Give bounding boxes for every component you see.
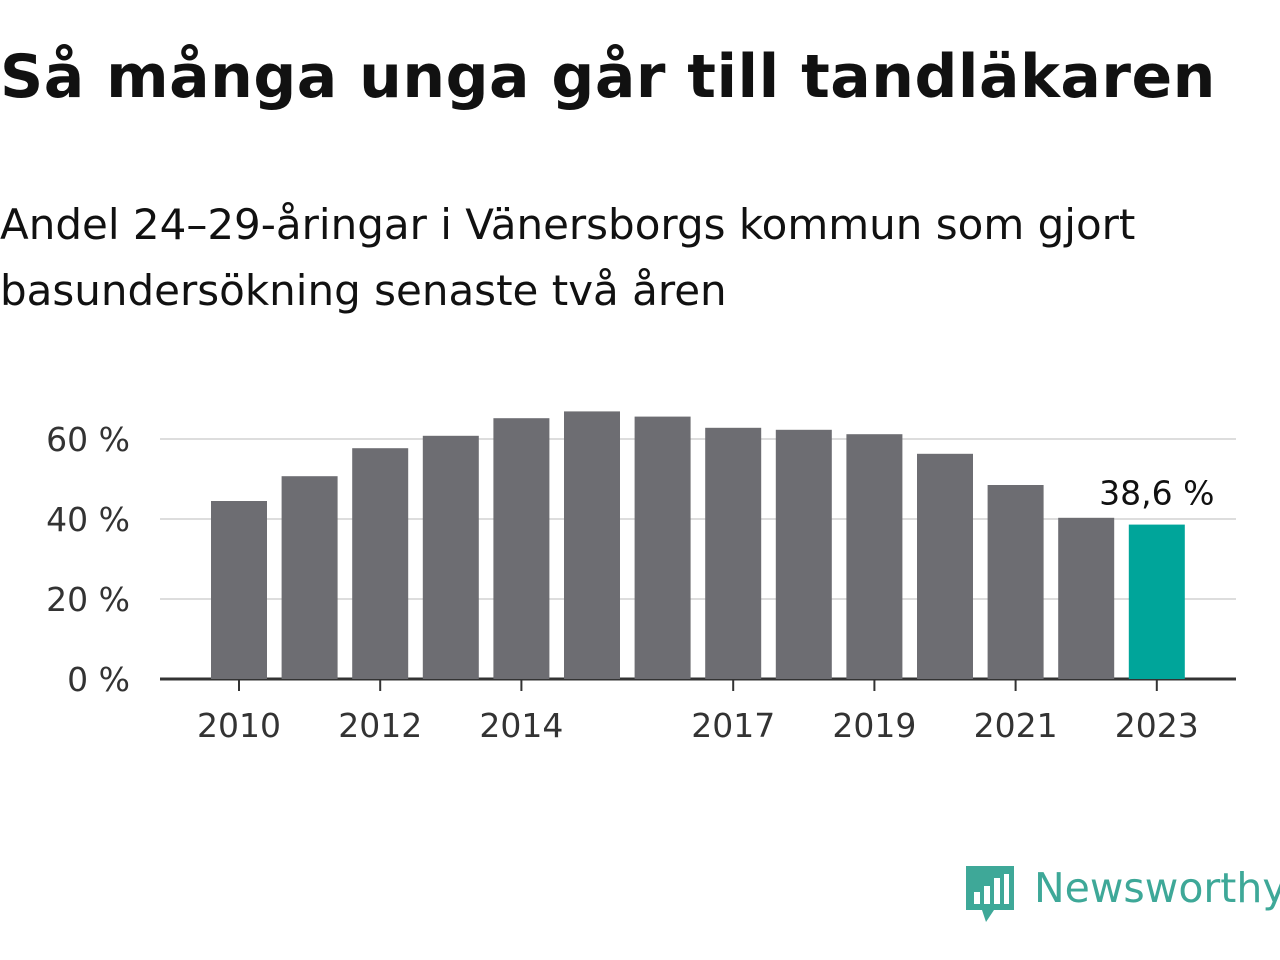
bar-2010 <box>211 501 267 679</box>
bar-2020 <box>917 453 973 679</box>
bar-2013 <box>422 435 479 679</box>
x-tick-label: 2019 <box>832 706 916 745</box>
y-tick-label: 0 % <box>67 660 130 699</box>
y-tick-label: 60 % <box>46 420 130 459</box>
y-tick-label: 40 % <box>46 500 130 539</box>
bar-2014 <box>493 418 550 679</box>
x-tick-label: 2014 <box>479 706 563 745</box>
x-tick-label: 2017 <box>691 706 775 745</box>
bar-2012 <box>352 448 409 679</box>
bar-2022 <box>1058 517 1115 679</box>
bar-2018 <box>775 429 832 679</box>
newsworthy-logo-icon <box>966 866 1014 922</box>
data-label-highlight: 38,6 % <box>1099 474 1214 513</box>
data-labels: 38,6 % <box>1099 474 1214 513</box>
bar-2021 <box>987 485 1044 679</box>
bars <box>211 411 1185 679</box>
y-tick-label: 20 % <box>46 580 130 619</box>
x-tick-label: 2010 <box>197 706 281 745</box>
bar-chart: 0 % 20 % 40 % 60 % 2010 2012 2014 2017 2019 2021… <box>46 411 1236 745</box>
x-tick-label: 2021 <box>974 706 1058 745</box>
chart-title: Så många unga går till tandläkaren <box>0 42 1216 112</box>
y-axis-ticks: 0 % 20 % 40 % 60 % <box>46 420 130 699</box>
gridlines <box>160 438 1236 681</box>
brand-name: Newsworthy <box>1034 864 1280 912</box>
bar-2015 <box>564 411 620 679</box>
bar-2017 <box>705 427 762 679</box>
x-tick-label: 2012 <box>338 706 422 745</box>
chart-subtitle: Andel 24–29-åringar i Vänersborgs kommun… <box>0 200 1136 315</box>
bar-2016 <box>634 416 691 679</box>
x-tick-label: 2023 <box>1115 706 1199 745</box>
x-axis-ticks: 2010 2012 2014 2017 2019 2021 2023 <box>197 679 1199 745</box>
bar-2011 <box>281 476 338 679</box>
bar-highlight-2023 <box>1128 524 1185 679</box>
bar-2019 <box>846 434 903 679</box>
